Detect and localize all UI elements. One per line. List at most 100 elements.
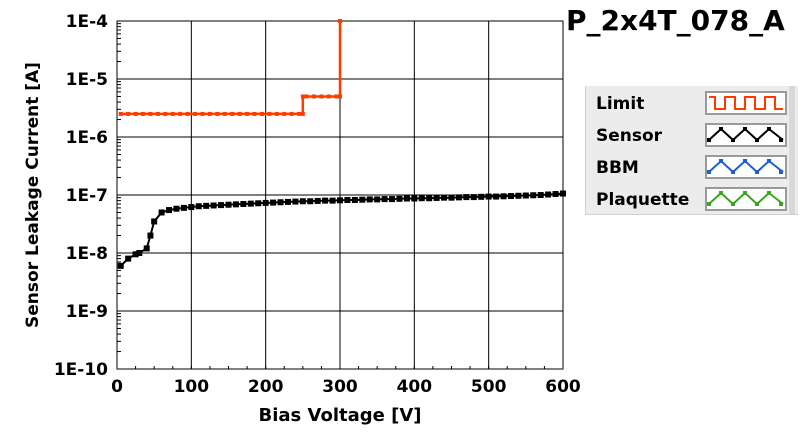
data-point <box>299 198 306 205</box>
legend-swatch[interactable] <box>705 123 787 147</box>
data-point <box>218 202 225 209</box>
data-point <box>552 191 559 198</box>
data-point <box>289 111 294 116</box>
legend-item-bbm[interactable]: BBM <box>586 154 798 182</box>
data-point <box>215 111 220 116</box>
data-point <box>334 94 339 99</box>
data-point <box>338 94 342 99</box>
x-tick-label: 100 <box>174 377 210 397</box>
data-point <box>314 197 321 204</box>
y-tick-label: 1E-8 <box>66 244 108 264</box>
data-point <box>470 194 477 201</box>
data-point <box>207 111 212 116</box>
data-point <box>143 245 150 252</box>
data-point <box>389 196 396 203</box>
data-point <box>522 192 529 199</box>
chart-title: P_2x4T_078_A <box>566 4 785 37</box>
data-point <box>136 250 143 256</box>
legend-item-plaquette[interactable]: Plaquette <box>586 186 798 214</box>
data-point <box>125 255 132 262</box>
data-point <box>262 199 269 206</box>
data-point <box>297 111 302 116</box>
data-point <box>338 19 342 23</box>
data-point <box>329 197 336 204</box>
data-point <box>274 111 279 116</box>
zigzag-icon <box>707 159 784 174</box>
data-point <box>418 195 425 202</box>
data-point <box>173 205 180 212</box>
data-point <box>203 202 210 209</box>
data-point <box>307 198 314 205</box>
data-point <box>426 195 433 202</box>
y-tick-label: 1E-4 <box>66 12 108 32</box>
data-point <box>507 193 514 200</box>
data-point <box>545 191 552 198</box>
data-point <box>374 196 381 203</box>
data-point <box>147 232 154 239</box>
x-axis-label: Bias Voltage [V] <box>259 405 422 426</box>
data-point <box>292 198 299 205</box>
data-point <box>240 200 247 207</box>
data-point <box>515 192 522 199</box>
data-point <box>300 111 305 116</box>
series-line <box>120 21 342 116</box>
data-point <box>411 195 418 202</box>
series-limit <box>118 19 342 116</box>
data-point <box>195 203 202 210</box>
data-point <box>463 194 470 201</box>
data-point <box>277 199 284 206</box>
chart-legend: Limit Sensor BBM Plaquette <box>585 86 798 215</box>
y-tick-label: 1E-10 <box>54 360 108 380</box>
data-point <box>193 111 198 116</box>
data-point <box>500 193 507 200</box>
data-point <box>210 202 217 209</box>
data-point <box>200 111 205 116</box>
x-tick-label: 600 <box>545 377 581 397</box>
data-point <box>403 195 410 202</box>
data-point <box>259 111 264 116</box>
legend-item-sensor[interactable]: Sensor <box>586 122 798 150</box>
data-point <box>230 111 235 116</box>
data-point <box>163 111 168 116</box>
data-point <box>381 196 388 203</box>
data-point <box>170 111 175 116</box>
data-point <box>166 207 173 214</box>
data-point <box>270 199 277 206</box>
data-point <box>252 111 257 116</box>
x-tick-label: 0 <box>111 377 123 397</box>
legend-swatch[interactable] <box>705 91 787 115</box>
data-point <box>441 194 448 201</box>
data-point <box>282 111 287 116</box>
x-tick-label: 400 <box>397 377 433 397</box>
data-point <box>245 111 250 116</box>
zigzag-icon <box>707 191 784 206</box>
data-point <box>267 111 272 116</box>
legend-scrollbar[interactable] <box>789 86 795 214</box>
data-point <box>151 218 158 225</box>
data-point <box>455 194 462 201</box>
data-point <box>155 111 160 116</box>
data-point <box>359 196 366 203</box>
data-point <box>126 111 131 116</box>
data-point <box>326 94 331 99</box>
legend-swatch[interactable] <box>705 155 787 179</box>
legend-item-limit[interactable]: Limit <box>586 90 798 118</box>
data-point <box>225 201 232 208</box>
data-point <box>448 194 455 201</box>
y-axis-label: Sensor Leakage Current [A] <box>23 62 43 328</box>
square-wave-icon <box>709 96 783 110</box>
y-tick-label: 1E-5 <box>66 70 108 90</box>
data-point <box>493 193 500 200</box>
data-point <box>478 193 485 200</box>
data-point <box>530 192 537 199</box>
x-tick-label: 300 <box>322 377 358 397</box>
data-point <box>344 196 351 203</box>
legend-swatch[interactable] <box>705 187 787 211</box>
data-point <box>433 194 440 201</box>
data-point <box>366 196 373 203</box>
data-point <box>180 204 187 211</box>
data-point <box>222 111 227 116</box>
data-point <box>178 111 183 116</box>
data-point <box>396 195 403 202</box>
